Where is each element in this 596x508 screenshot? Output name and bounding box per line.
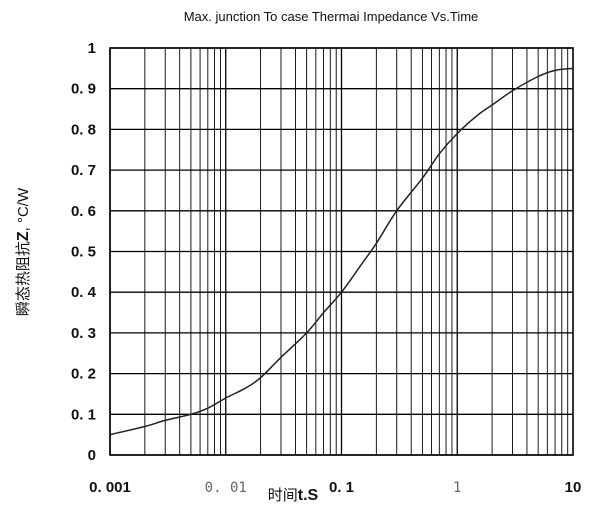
- x-axis-label: 时间t.S: [268, 487, 319, 504]
- y-axis-label-unit: , °C/W: [15, 187, 32, 231]
- y-tick-label: 0. 1: [71, 406, 96, 423]
- y-axis-label-prefix: 瞬态热阻抗: [15, 241, 32, 316]
- x-tick-label: 1: [453, 480, 461, 496]
- y-tick-label: 0: [88, 447, 96, 464]
- plot-frame: [109, 47, 574, 456]
- y-axis-ticks: 0 0. 1 0. 2 0. 3 0. 4 0. 5 0. 6 0. 7 0. 8 0. 9 1: [71, 40, 97, 464]
- y-tick-label: 0. 2: [71, 366, 96, 383]
- x-tick-label: 0. 01: [205, 480, 247, 496]
- y-tick-label: 0. 6: [71, 203, 96, 220]
- y-tick-label: 0. 9: [71, 81, 96, 98]
- grid-lines: [109, 47, 573, 456]
- y-tick-label: 0. 7: [71, 162, 96, 179]
- x-axis-ticks: 0. 001 0. 01 0. 1 1 10: [89, 479, 581, 496]
- y-tick-label: 0. 5: [71, 244, 96, 261]
- svg-text:瞬态热阻抗Z, °C/W: 瞬态热阻抗Z, °C/W: [15, 187, 32, 316]
- x-tick-label: 0. 001: [89, 479, 131, 496]
- chart-title: Max. junction To case Thermai Impedance …: [184, 9, 479, 24]
- y-axis-label-symbol: Z: [15, 231, 32, 241]
- x-axis-label-prefix: 时间: [268, 487, 298, 504]
- y-tick-label: 0. 3: [71, 325, 96, 342]
- series-line: [109, 67, 574, 436]
- x-tick-label: 10: [565, 479, 582, 496]
- x-tick-label: 0. 1: [329, 479, 354, 496]
- y-tick-label: 0. 8: [71, 121, 96, 138]
- y-tick-label: 0. 4: [71, 284, 97, 301]
- y-tick-label: 1: [88, 40, 96, 57]
- x-axis-label-symbol: t.S: [298, 487, 319, 504]
- y-axis-label: 瞬态热阻抗Z, °C/W: [15, 187, 32, 316]
